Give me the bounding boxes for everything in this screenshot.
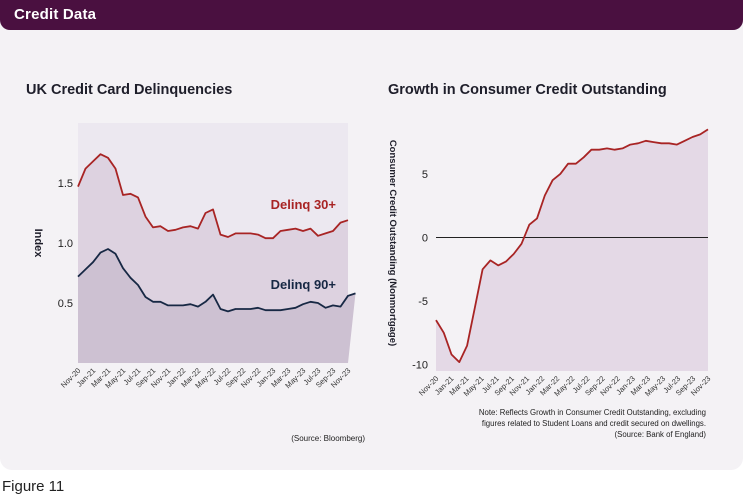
delinq-90-area [78,249,356,363]
credit-data-card: Credit Data UK Credit Card Delinquencies… [0,0,743,470]
y-tick-label: 0 [422,232,428,244]
page-title: Credit Data [14,6,97,23]
header-bar: Credit Data [0,0,743,30]
y-axis-label: Consumer Credit Outstanding (Nonmortgage… [387,140,398,346]
y-tick-label: 1.0 [58,238,73,250]
y-tick-label: 5 [422,169,428,181]
y-tick-label: -10 [412,360,428,372]
delinq-30-line [77,153,349,240]
growth-area [436,129,708,371]
figure-caption: Figure 11 [2,478,65,495]
y-tick-label: -5 [418,296,428,308]
y-tick-label: 1.5 [58,178,73,190]
y-axis-label: Index [32,229,44,259]
consumer-credit-chart: -10 -5 0 5 Consumer Credit Outstanding (Nonm… [387,128,712,439]
delinq-90-label: Delinq 90+ [271,277,337,292]
delinquency-chart-title: UK Credit Card Delinquencies [26,82,233,98]
y-tick-label: 0.5 [58,298,73,310]
note-line: Note: Reflects Growth in Consumer Credit… [479,408,706,417]
delinq-90-line [77,248,356,313]
note-line: figures related to Student Loans and cre… [482,419,706,428]
growth-line [435,128,709,363]
growth-chart-title: Growth in Consumer Credit Outstanding [388,82,667,98]
note-line: (Source: Bank of England) [615,430,707,439]
delinq-30-label: Delinq 30+ [271,197,337,212]
source-note: (Source: Bloomberg) [291,434,365,443]
